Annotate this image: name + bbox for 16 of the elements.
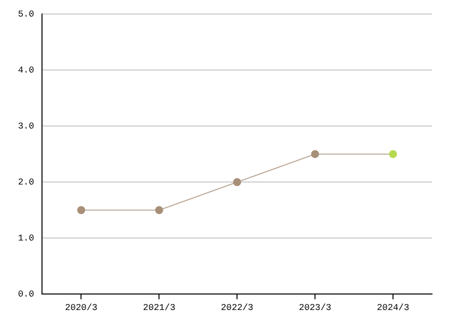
point xyxy=(311,150,320,158)
x-tick-label: 2020/3 xyxy=(64,302,98,313)
x-tick-label: 2024/3 xyxy=(376,302,410,313)
x-tick-label: 2021/3 xyxy=(142,302,176,313)
point xyxy=(233,178,242,186)
y-tick-label: 4.0 xyxy=(18,65,34,76)
point xyxy=(155,206,164,214)
x-tick-label: 2023/3 xyxy=(298,302,332,313)
y-tick-label: 5.0 xyxy=(18,9,34,20)
y-tick-label: 3.0 xyxy=(18,121,34,132)
x-tick-label: 2022/3 xyxy=(220,302,254,313)
y-tick-label: 1.0 xyxy=(18,234,34,244)
point xyxy=(77,206,86,214)
point xyxy=(389,150,398,158)
y-tick-label: 2.0 xyxy=(18,178,34,188)
y-tick-label: 0.0 xyxy=(18,290,34,300)
